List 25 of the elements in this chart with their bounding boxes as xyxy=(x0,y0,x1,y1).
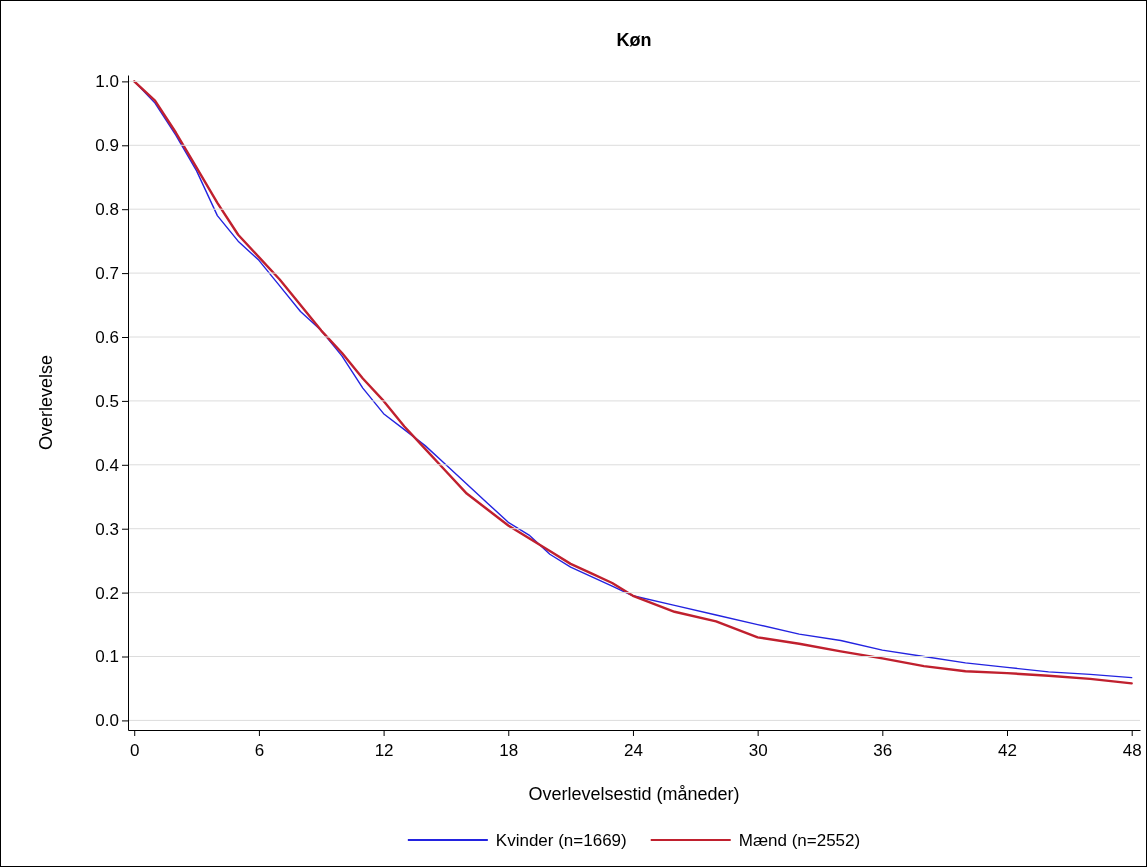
legend-label: Kvinder (n=1669) xyxy=(495,830,627,850)
x-tick-label: 48 xyxy=(1122,741,1142,760)
y-tick-label: 1.0 xyxy=(95,72,119,92)
x-tick-label: 24 xyxy=(624,741,643,760)
y-tick-label: 0.7 xyxy=(95,264,119,284)
x-tick-label: 0 xyxy=(130,741,140,760)
legend-label: Mænd (n=2552) xyxy=(738,830,861,850)
x-tick-label: 12 xyxy=(374,741,394,760)
y-tick-label: 0.8 xyxy=(95,200,119,220)
y-tick-label: 0.4 xyxy=(95,455,119,475)
x-tick-label: 30 xyxy=(748,741,768,760)
y-tick-label: 0.1 xyxy=(95,647,119,667)
x-tick-label: 18 xyxy=(499,741,519,760)
x-tick-label: 36 xyxy=(873,741,893,760)
x-tick-label: 42 xyxy=(998,741,1017,760)
y-tick-label: 0.2 xyxy=(95,583,119,603)
y-axis-title: Overlevelse xyxy=(36,354,56,451)
x-axis-title: Overlevelsestid (måneder) xyxy=(528,784,740,804)
y-tick-label: 0.6 xyxy=(95,327,119,347)
y-tick-label: 0.5 xyxy=(95,391,119,411)
y-tick-label: 0.3 xyxy=(95,519,119,539)
x-tick-label: 6 xyxy=(254,741,265,760)
y-tick-label: 0.0 xyxy=(95,711,119,731)
chart-title: Køn xyxy=(616,30,652,50)
y-tick-label: 0.9 xyxy=(95,136,119,156)
